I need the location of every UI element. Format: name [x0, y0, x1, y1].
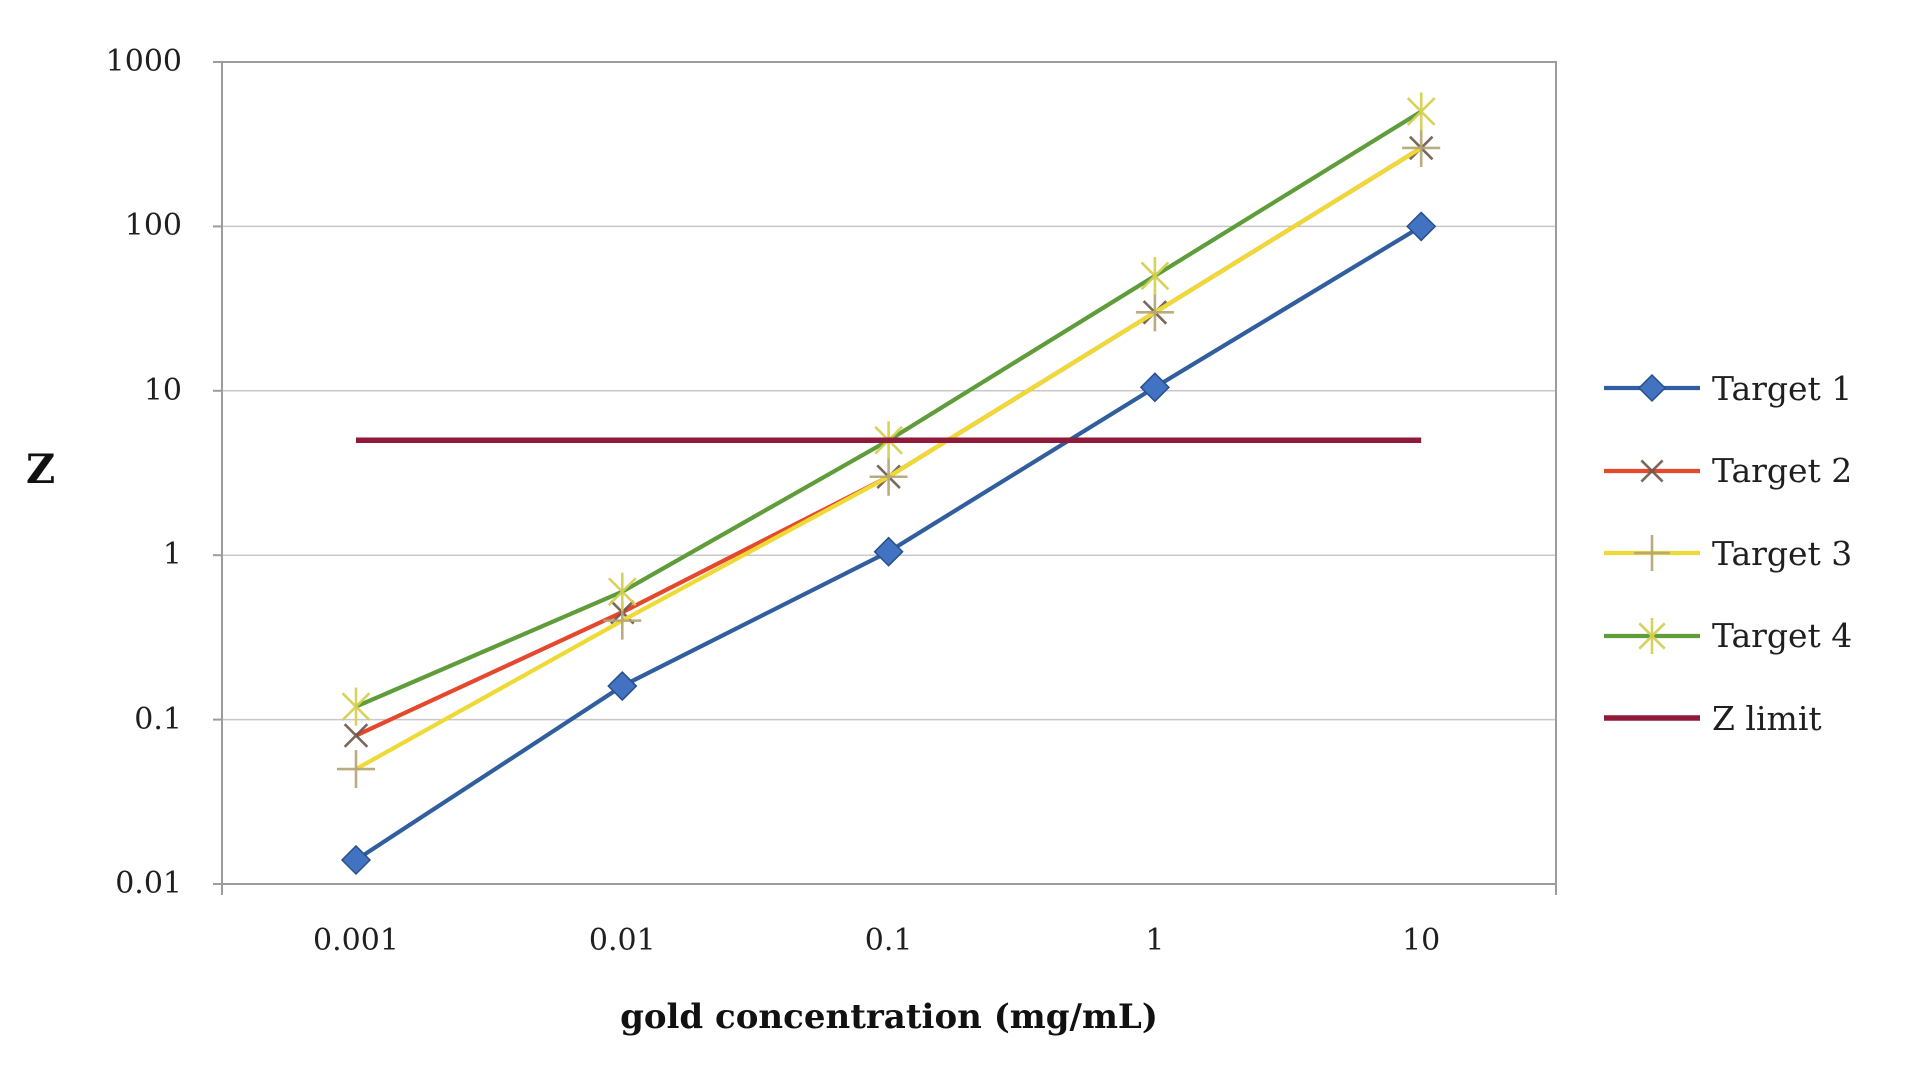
plus-marker [1402, 128, 1441, 167]
x-axis-title: gold concentration (mg/mL) [620, 997, 1158, 1037]
x-tick-label: 0.1 [864, 923, 913, 958]
series-line-3 [355, 109, 1423, 709]
diamond-marker [873, 536, 904, 567]
plot-border [221, 61, 1557, 885]
legend-item-target-4: Target 4 [1598, 610, 1852, 662]
legend-swatch [1604, 535, 1700, 571]
legend-item-target-1: Target 1 [1598, 362, 1852, 414]
asterisk-marker [341, 687, 371, 726]
diamond-marker [340, 844, 372, 876]
plus-marker [1135, 293, 1174, 332]
legend-swatch [1604, 373, 1700, 403]
y-tick-label: 0.1 [134, 701, 182, 737]
diamond-marker [607, 670, 638, 702]
y-tick-label: 100 [124, 208, 182, 244]
asterisk-marker [1140, 256, 1170, 295]
legend-swatch [1604, 715, 1700, 721]
legend-item-z-limit: Z limit [1598, 692, 1822, 744]
x-marker [1640, 458, 1664, 483]
legend-item-target-3: Target 3 [1598, 527, 1852, 579]
legend-swatch [1604, 617, 1700, 654]
plus-marker [1634, 535, 1670, 571]
y-tick-label: 0.01 [115, 866, 182, 901]
legend-item-target-2: Target 2 [1598, 445, 1852, 497]
legend-label: Target 4 [1712, 616, 1853, 655]
y-axis-title: Z [26, 446, 56, 493]
legend-label: Target 3 [1712, 533, 1853, 573]
diamond-marker [1637, 373, 1667, 403]
x-tick-label: 0.01 [588, 923, 656, 958]
y-tick-label: 10 [143, 372, 182, 408]
diamond-marker [1139, 372, 1170, 403]
x-tick-label: 1 [1145, 923, 1165, 958]
diamond-marker [1406, 211, 1437, 242]
legend-swatch [1604, 458, 1700, 483]
x-marker [343, 723, 369, 748]
y-tick-label: 1000 [105, 44, 182, 79]
asterisk-marker [1638, 617, 1666, 654]
y-tick-label: 1 [162, 537, 182, 573]
plus-marker [869, 457, 908, 496]
legend-label: Z limit [1712, 698, 1822, 738]
plus-marker [337, 750, 375, 789]
legend-label: Target 2 [1712, 451, 1853, 490]
x-tick-label: 10 [1402, 923, 1441, 958]
x-tick-label: 0.001 [313, 923, 399, 958]
asterisk-marker [607, 572, 637, 611]
legend-label: Target 1 [1712, 368, 1853, 408]
asterisk-marker [1406, 92, 1436, 131]
